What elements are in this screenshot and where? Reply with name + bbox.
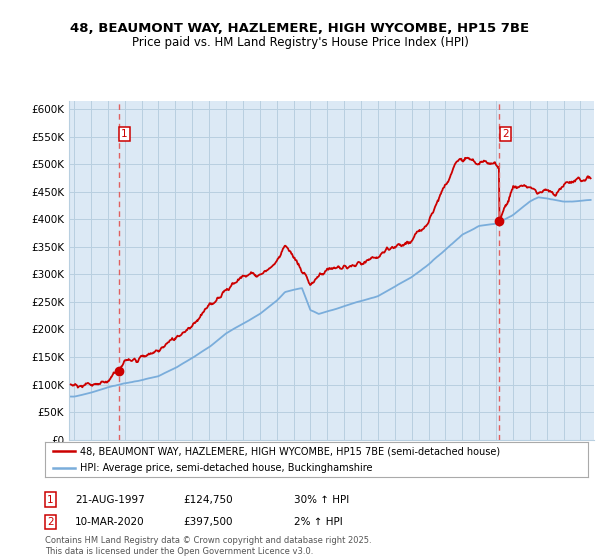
Text: 2: 2 <box>47 517 53 527</box>
Text: 2% ↑ HPI: 2% ↑ HPI <box>294 517 343 527</box>
Text: 48, BEAUMONT WAY, HAZLEMERE, HIGH WYCOMBE, HP15 7BE: 48, BEAUMONT WAY, HAZLEMERE, HIGH WYCOMB… <box>70 22 530 35</box>
Text: 30% ↑ HPI: 30% ↑ HPI <box>294 494 349 505</box>
Text: 10-MAR-2020: 10-MAR-2020 <box>75 517 145 527</box>
Text: 48, BEAUMONT WAY, HAZLEMERE, HIGH WYCOMBE, HP15 7BE (semi-detached house): 48, BEAUMONT WAY, HAZLEMERE, HIGH WYCOMB… <box>80 446 500 456</box>
Text: Price paid vs. HM Land Registry's House Price Index (HPI): Price paid vs. HM Land Registry's House … <box>131 36 469 49</box>
Text: £397,500: £397,500 <box>183 517 233 527</box>
Text: £124,750: £124,750 <box>183 494 233 505</box>
Text: 2: 2 <box>502 129 508 139</box>
Text: Contains HM Land Registry data © Crown copyright and database right 2025.
This d: Contains HM Land Registry data © Crown c… <box>45 536 371 556</box>
Text: 21-AUG-1997: 21-AUG-1997 <box>75 494 145 505</box>
Text: 1: 1 <box>47 494 53 505</box>
Text: HPI: Average price, semi-detached house, Buckinghamshire: HPI: Average price, semi-detached house,… <box>80 464 373 473</box>
Text: 1: 1 <box>121 129 128 139</box>
